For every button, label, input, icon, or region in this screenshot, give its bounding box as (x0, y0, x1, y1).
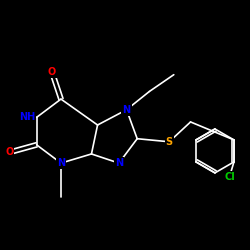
Text: Cl: Cl (224, 172, 235, 182)
Text: N: N (115, 158, 123, 168)
Text: NH: NH (19, 112, 35, 122)
Text: O: O (48, 67, 56, 77)
Text: O: O (5, 148, 13, 158)
Text: N: N (57, 158, 65, 168)
Text: S: S (166, 137, 173, 147)
Text: N: N (122, 105, 130, 115)
